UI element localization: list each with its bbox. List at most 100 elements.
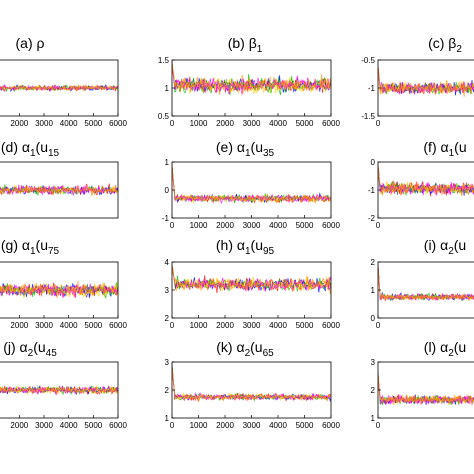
ytick-label-e: -1 bbox=[162, 214, 170, 223]
panel-title-i: (i) α2(u bbox=[424, 237, 466, 257]
series-f-chain-6 bbox=[378, 165, 474, 197]
series-h-chain-6 bbox=[172, 265, 331, 295]
xtick-label-e: 2000 bbox=[216, 221, 234, 230]
xtick-label-b: 2000 bbox=[216, 119, 234, 128]
series-d-chain-5 bbox=[0, 184, 118, 196]
xtick-label-j: 5000 bbox=[84, 421, 102, 430]
xtick-label-k: 5000 bbox=[296, 421, 314, 430]
series-j-chain-3 bbox=[0, 385, 118, 395]
xtick-label-h: 2000 bbox=[216, 321, 234, 330]
series-j-chain-5 bbox=[0, 385, 118, 396]
xtick-label-a: 5000 bbox=[84, 119, 102, 128]
panel-f: 0-1-20(f) α1(u bbox=[368, 139, 474, 230]
ytick-label-k: 2 bbox=[165, 386, 170, 395]
ytick-label-f: 0 bbox=[371, 158, 376, 167]
panel-c: -0.5 -1 -1.50 (c) β2 bbox=[361, 35, 474, 128]
traces-l bbox=[378, 370, 474, 406]
series-b-chain-6 bbox=[172, 63, 331, 95]
panel-title-a: (a) ρ bbox=[16, 35, 45, 51]
ytick-label-c: -1 bbox=[368, 84, 376, 93]
traces-g bbox=[0, 280, 118, 299]
ytick-label-k: 1 bbox=[165, 414, 170, 423]
xtick-label-e: 6000 bbox=[322, 221, 340, 230]
xtick-label-k: 4000 bbox=[269, 421, 287, 430]
ytick-label-h: 4 bbox=[165, 258, 170, 267]
xtick-label-e: 5000 bbox=[296, 221, 314, 230]
series-e-chain-6 bbox=[172, 163, 331, 204]
xtick-label-b: 6000 bbox=[322, 119, 340, 128]
axes-frame-d bbox=[0, 161, 119, 219]
series-k-chain-6 bbox=[172, 365, 331, 402]
traces-f bbox=[378, 163, 474, 197]
ytick-label-h: 3 bbox=[165, 286, 170, 295]
ytick-label-c: -1.5 bbox=[361, 112, 375, 121]
panel-title-l: (l) α2(u bbox=[424, 339, 466, 359]
series-i-chain-6 bbox=[378, 264, 474, 302]
series-c-chain-3 bbox=[378, 66, 474, 95]
xtick-label-b: 0 bbox=[170, 119, 175, 128]
panel-g: 2000 3000 4000 5000 6000 (g) α1(u75 bbox=[0, 237, 127, 330]
panel-i: 0 1 2 0 (i) α2(u bbox=[371, 237, 474, 330]
xtick-label-k: 3000 bbox=[243, 421, 261, 430]
panel-title-k: (k) α2(u65 bbox=[216, 339, 274, 359]
xtick-label-i: 0 bbox=[376, 321, 381, 330]
xtick-label-b: 5000 bbox=[296, 119, 314, 128]
ytick-label-i: 0 bbox=[371, 314, 376, 323]
xtick-label-e: 1000 bbox=[190, 221, 208, 230]
xtick-label-a: 6000 bbox=[109, 119, 127, 128]
panel-title-e: (e) α1(u35 bbox=[216, 139, 275, 159]
panel-title-d: (d) α1(u15 bbox=[1, 139, 60, 159]
panel-a: 2000 3000 4000 5000 6000 (a) ρ bbox=[0, 35, 127, 128]
ytick-label-f: -1 bbox=[368, 186, 376, 195]
panel-title-f: (f) α1(u bbox=[423, 139, 466, 159]
ytick-label-i: 1 bbox=[371, 286, 376, 295]
xtick-label-j: 4000 bbox=[60, 421, 78, 430]
xtick-label-j: 2000 bbox=[10, 421, 28, 430]
xtick-label-b: 1000 bbox=[190, 119, 208, 128]
traces-i bbox=[378, 264, 474, 302]
series-l-chain-5 bbox=[378, 374, 474, 406]
panel-title-b: (b) β1 bbox=[228, 35, 263, 55]
xtick-label-e: 3000 bbox=[243, 221, 261, 230]
xtick-label-j: 3000 bbox=[35, 421, 53, 430]
axes-frame-k bbox=[171, 361, 332, 419]
xtick-label-a: 4000 bbox=[60, 119, 78, 128]
xtick-label-e: 0 bbox=[170, 221, 175, 230]
ytick-label-e: 1 bbox=[165, 158, 170, 167]
traces-k bbox=[172, 363, 331, 403]
axes-frame-l bbox=[377, 361, 474, 419]
series-d-chain-6 bbox=[0, 185, 118, 196]
ytick-label-e: 0 bbox=[165, 186, 170, 195]
ytick-label-l: 1 bbox=[371, 414, 376, 423]
xtick-label-b: 4000 bbox=[269, 119, 287, 128]
ytick-label-l: 3 bbox=[371, 358, 376, 367]
series-g-chain-6 bbox=[0, 280, 118, 299]
xtick-label-h: 4000 bbox=[269, 321, 287, 330]
series-a-chain-6 bbox=[0, 84, 118, 92]
xtick-label-e: 4000 bbox=[269, 221, 287, 230]
xtick-label-j: 6000 bbox=[109, 421, 127, 430]
xtick-label-a: 3000 bbox=[35, 119, 53, 128]
ytick-label-c: -0.5 bbox=[361, 56, 375, 65]
traces-e bbox=[172, 163, 331, 205]
xtick-label-b: 3000 bbox=[243, 119, 261, 128]
xtick-label-g: 2000 bbox=[10, 321, 28, 330]
traces-a bbox=[0, 83, 118, 93]
panel-h: 2 3 4 0 1000 2000 3000 4000 5000 6000 (h) α1(u95 bbox=[165, 237, 341, 330]
xtick-label-a: 2000 bbox=[10, 119, 28, 128]
series-e-chain-5 bbox=[172, 165, 331, 205]
xtick-label-l: 0 bbox=[376, 421, 381, 430]
series-j-chain-6 bbox=[0, 385, 118, 394]
xtick-label-f: 0 bbox=[376, 221, 381, 230]
series-c-chain-4 bbox=[378, 65, 474, 95]
panel-title-g: (g) α1(u75 bbox=[1, 237, 60, 257]
ytick-label-b: 0.5 bbox=[158, 112, 170, 121]
traces-b bbox=[172, 60, 331, 96]
xtick-label-h: 6000 bbox=[322, 321, 340, 330]
xtick-label-g: 5000 bbox=[84, 321, 102, 330]
panel-k: 1 2 3 0 1000 2000 3000 4000 5000 6000 (k) α2(u65 bbox=[165, 339, 341, 430]
xtick-label-h: 3000 bbox=[243, 321, 261, 330]
ytick-label-k: 3 bbox=[165, 358, 170, 367]
